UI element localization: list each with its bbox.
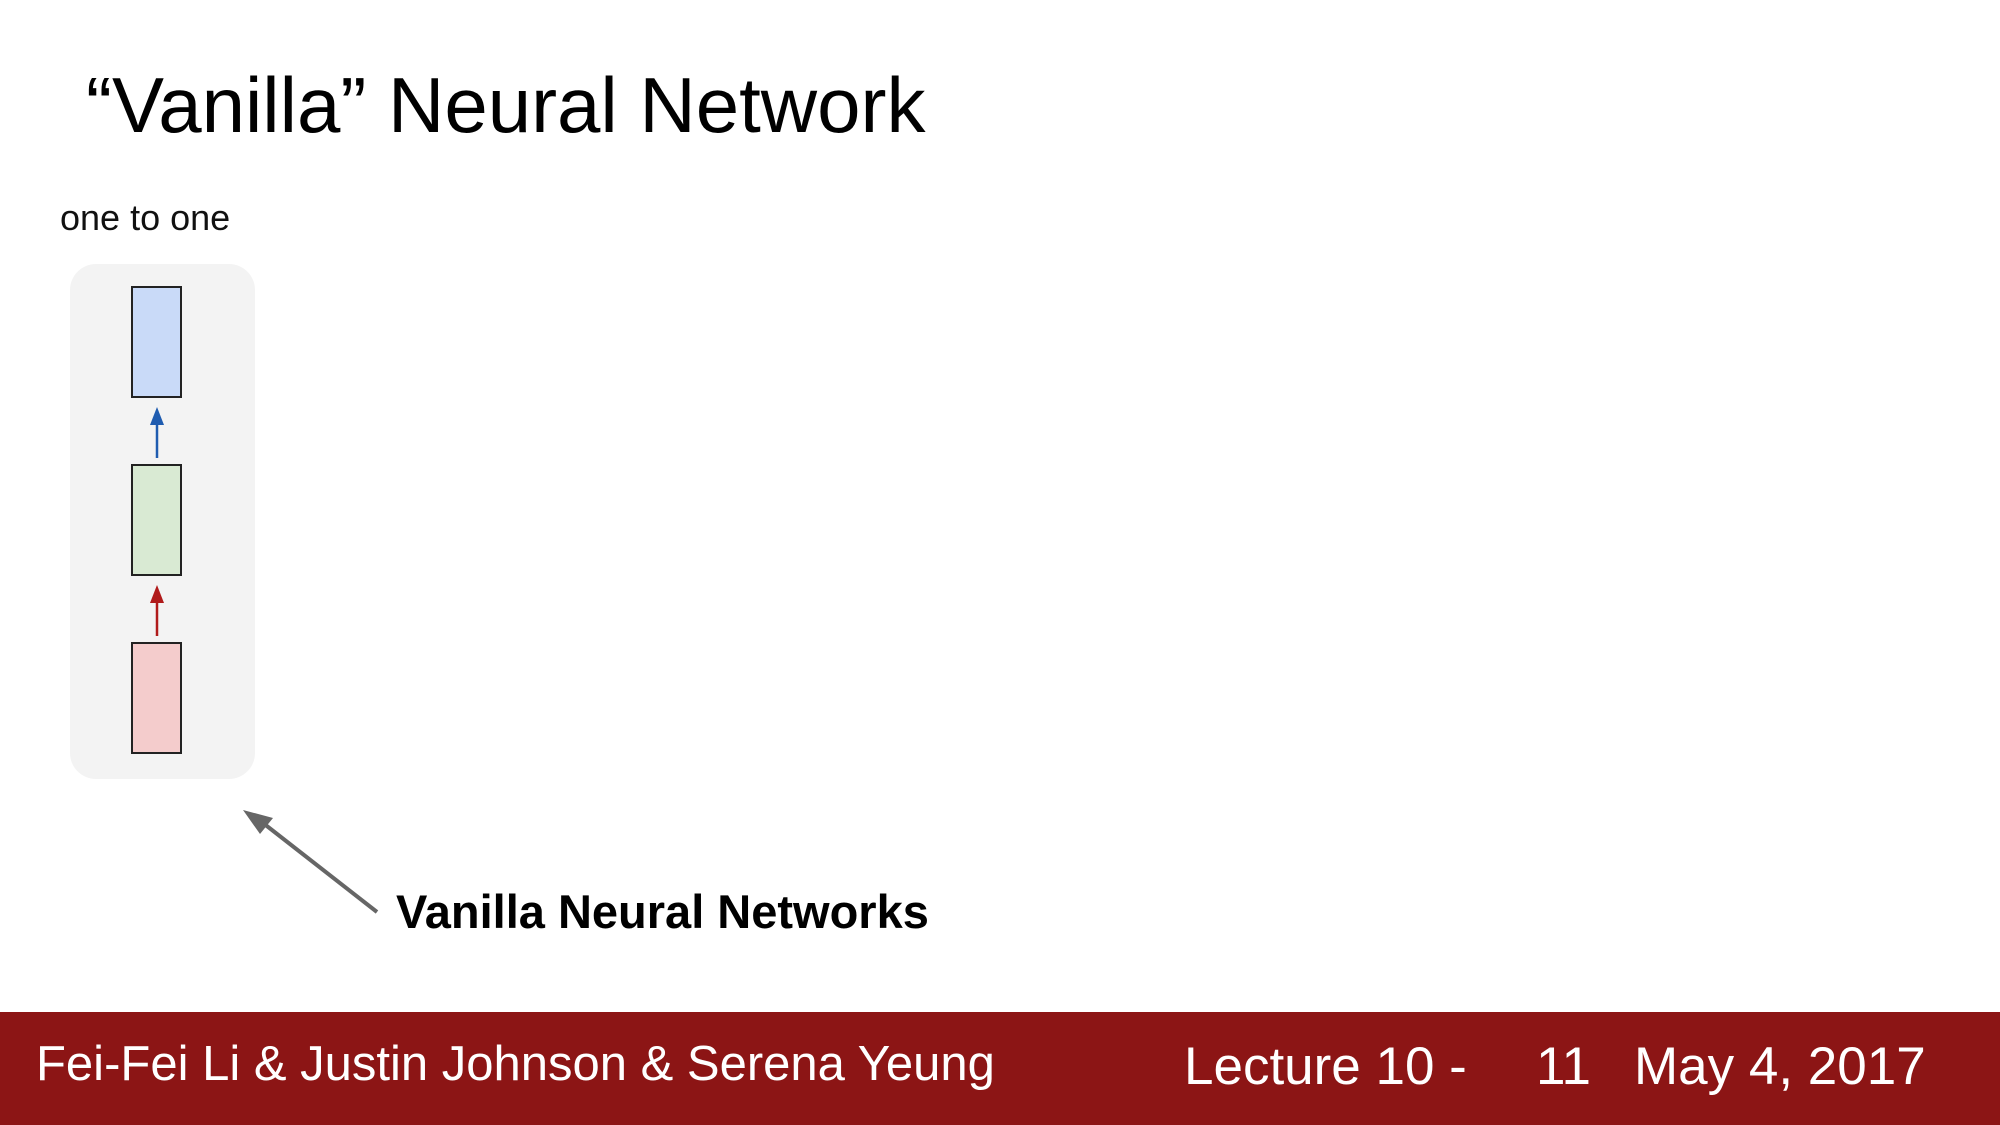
pointer-arrow-line [261,821,379,914]
input-box [131,642,182,754]
input-to-hidden-arrowhead [150,585,164,603]
footer-bar: Fei-Fei Li & Justin Johnson & Serena Yeu… [0,1012,2000,1125]
footer-lecture: Lecture 10 - [1184,1037,1467,1096]
output-box [131,286,182,398]
annotation-label: Vanilla Neural Networks [396,885,929,938]
hidden-to-output-arrowhead [150,407,164,425]
pointer-arrowhead [243,810,273,834]
footer-authors: Fei-Fei Li & Justin Johnson & Serena Yeu… [36,1037,995,1091]
slide-title: “Vanilla” Neural Network [86,61,926,149]
footer-date: May 4, 2017 [1634,1037,1926,1096]
diagram-arrows [150,407,379,914]
diagram-label: one to one [60,197,231,238]
footer-page-number: 11 [1536,1037,1592,1096]
hidden-box [131,464,182,576]
